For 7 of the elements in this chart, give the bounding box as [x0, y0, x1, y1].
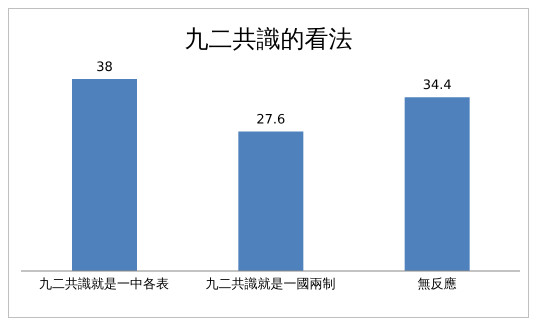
data-label: 38 [96, 60, 113, 75]
chart-title: 九二共識的看法 [184, 24, 354, 55]
data-label: 27.6 [256, 112, 286, 128]
x-tick-label: 無反應 [417, 277, 456, 292]
x-tick-label: 九二共識就是一中各表 [39, 277, 170, 292]
data-label: 34.4 [422, 78, 452, 94]
x-tick-label: 九二共識就是一國兩制 [206, 277, 336, 292]
